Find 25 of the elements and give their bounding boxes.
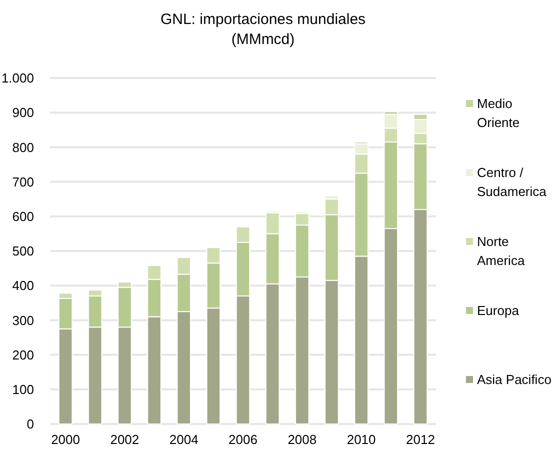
x-tick-label: 2004	[169, 432, 198, 447]
y-tick-label: 0	[26, 416, 34, 432]
x-tick-label: 2002	[110, 432, 140, 447]
legend-label: Medio Oriente	[477, 96, 520, 130]
legend-label: Centro / Sudamerica	[477, 165, 548, 199]
legend-label: Norte America	[477, 234, 526, 268]
x-tick-label: 2000	[51, 432, 80, 447]
x-tick-label: 2012	[406, 432, 435, 447]
y-tick-label: 400	[12, 278, 34, 294]
chart-title: GNL: importaciones mundiales	[160, 11, 366, 28]
y-tick-label: 600	[12, 208, 34, 224]
y-tick-label: 900	[12, 105, 34, 120]
y-tick-label: 700	[12, 174, 34, 190]
y-tick-label: 100	[12, 382, 34, 397]
y-tick-label: 1.000	[1, 70, 34, 86]
legend-label: Asia Pacifico	[477, 372, 552, 387]
y-tick-label: 300	[12, 312, 34, 328]
legend-label: Europa	[477, 303, 520, 318]
x-tick-label: 2008	[288, 432, 317, 447]
y-tick-label: 800	[12, 140, 34, 155]
x-tick-label: 2010	[346, 432, 376, 447]
chart-subtitle: (MMmcd)	[231, 31, 295, 48]
y-tick-label: 200	[12, 347, 34, 362]
y-tick-label: 500	[12, 244, 34, 259]
x-tick-label: 2006	[228, 432, 258, 447]
